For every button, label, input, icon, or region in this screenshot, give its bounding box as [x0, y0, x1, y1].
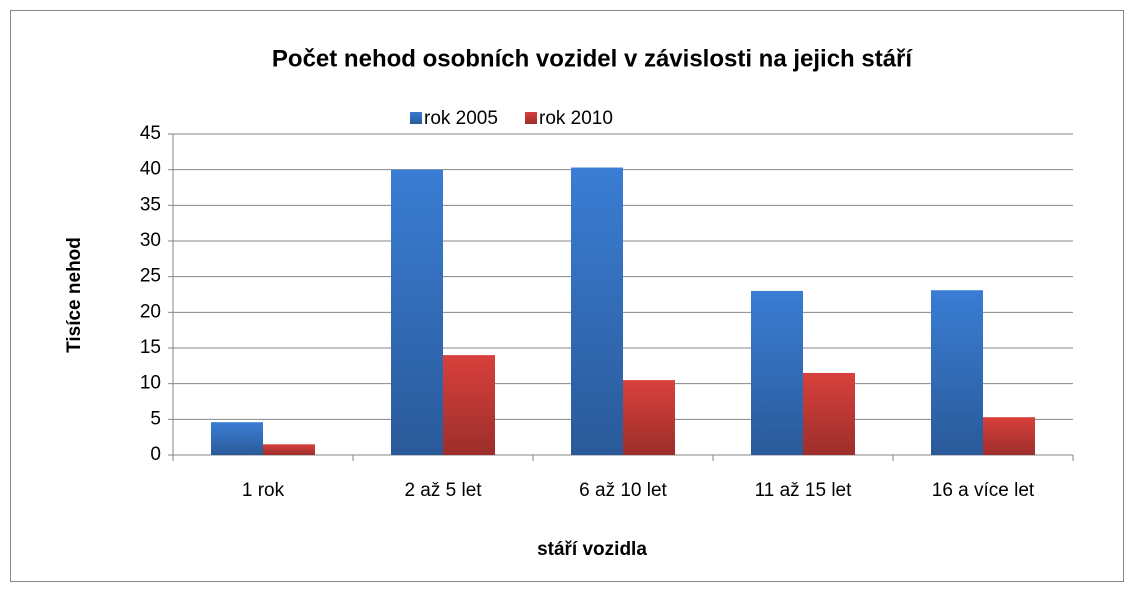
y-tick-label: 15 — [140, 337, 161, 358]
x-tick-label: 1 rok — [242, 480, 285, 501]
y-tick-label: 5 — [150, 408, 161, 429]
x-tick-label: 11 až 15 let — [755, 480, 853, 501]
y-tick-label: 45 — [140, 123, 161, 144]
bar — [571, 167, 623, 455]
y-tick-label: 0 — [150, 444, 161, 465]
chart-title: Počet nehod osobních vozidel v závislost… — [272, 45, 913, 72]
bar — [623, 380, 675, 455]
x-tick-label: 16 a více let — [932, 480, 1035, 501]
y-tick-label: 10 — [140, 373, 161, 394]
x-tick-label: 2 až 5 let — [404, 480, 482, 501]
y-tick-label: 40 — [140, 159, 161, 180]
y-axis-label: Tisíce nehod — [64, 237, 85, 353]
bar — [751, 290, 803, 455]
legend-swatch — [410, 112, 422, 124]
bar — [931, 290, 983, 455]
bar — [391, 169, 443, 455]
bar — [211, 422, 263, 455]
y-tick-label: 35 — [140, 194, 161, 215]
bar — [443, 355, 495, 455]
y-tick-label: 30 — [140, 230, 161, 251]
x-tick-label: 6 až 10 let — [579, 480, 667, 501]
legend-label: rok 2005 — [424, 108, 498, 129]
bar — [263, 444, 315, 455]
x-axis-label: stáří vozidla — [537, 539, 647, 560]
bar — [803, 372, 855, 455]
legend-label: rok 2010 — [539, 108, 613, 129]
bar — [983, 417, 1035, 455]
legend-swatch — [525, 112, 537, 124]
y-tick-label: 25 — [140, 266, 161, 287]
y-tick-label: 20 — [140, 301, 161, 322]
